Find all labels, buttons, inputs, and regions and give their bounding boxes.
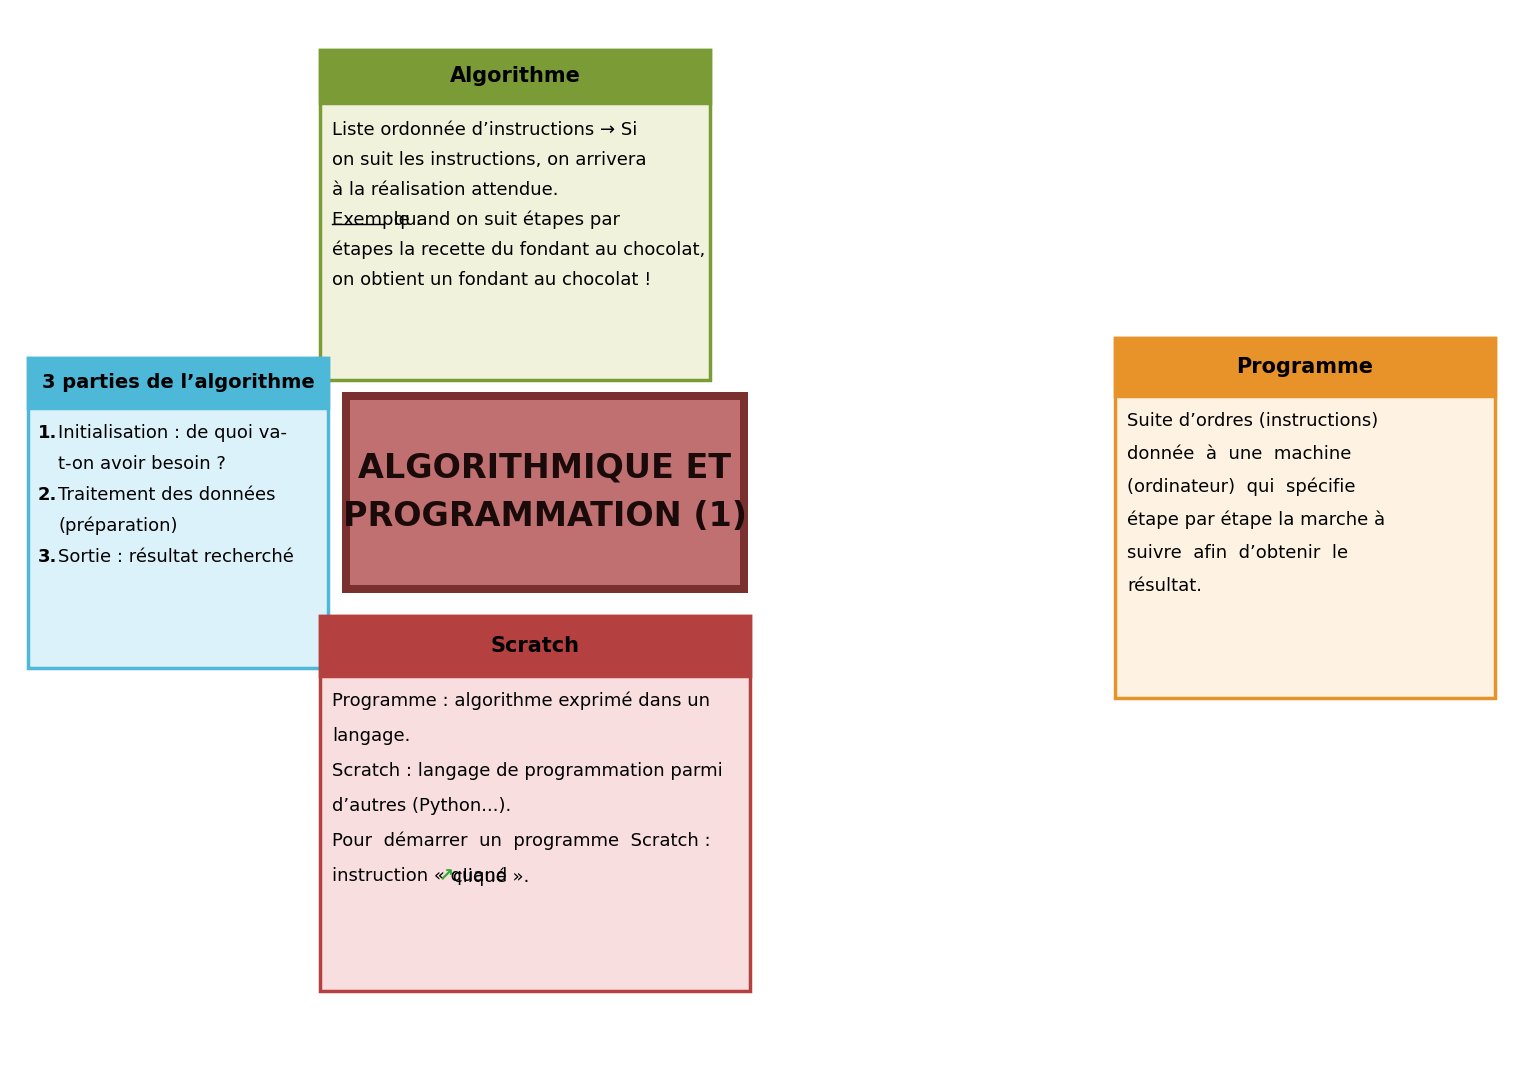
Text: suivre  afin  d’obtenir  le: suivre afin d’obtenir le (1127, 543, 1348, 562)
Bar (342, 392, 748, 593)
Text: d’autres (Python...).: d’autres (Python...). (331, 797, 512, 815)
Bar (321, 50, 710, 380)
Bar (1115, 338, 1495, 698)
Text: résultat.: résultat. (1127, 577, 1202, 595)
Text: Traitement des données: Traitement des données (58, 486, 275, 503)
Text: Liste ordonnée d’instructions → Si: Liste ordonnée d’instructions → Si (331, 121, 637, 139)
Text: quand on suit étapes par: quand on suit étapes par (388, 211, 620, 229)
Bar (321, 616, 750, 991)
Text: cliqué ».: cliqué ». (447, 867, 528, 886)
Text: 1.: 1. (38, 423, 58, 442)
Text: Exemple :: Exemple : (331, 211, 421, 229)
Bar (1115, 338, 1495, 395)
Text: 3.: 3. (38, 548, 58, 566)
Text: Programme: Programme (1237, 356, 1373, 377)
Text: à la réalisation attendue.: à la réalisation attendue. (331, 180, 559, 199)
Text: Suite d’ordres (instructions): Suite d’ordres (instructions) (1127, 411, 1379, 430)
Text: instruction « quand: instruction « quand (331, 867, 513, 885)
Text: 3 parties de l’algorithme: 3 parties de l’algorithme (41, 374, 315, 392)
Bar (321, 616, 750, 676)
Text: donnée  à  une  machine: donnée à une machine (1127, 445, 1351, 462)
Bar (27, 357, 328, 669)
Text: étape par étape la marche à: étape par étape la marche à (1127, 511, 1385, 529)
Bar (27, 357, 328, 407)
Bar (321, 50, 710, 103)
Text: étapes la recette du fondant au chocolat,: étapes la recette du fondant au chocolat… (331, 241, 705, 259)
Text: Initialisation : de quoi va-: Initialisation : de quoi va- (58, 423, 287, 442)
Text: ALGORITHMIQUE ET
PROGRAMMATION (1): ALGORITHMIQUE ET PROGRAMMATION (1) (344, 451, 747, 534)
Bar (350, 400, 741, 585)
Text: ↗: ↗ (438, 867, 454, 885)
Text: on obtient un fondant au chocolat !: on obtient un fondant au chocolat ! (331, 271, 652, 288)
Text: t-on avoir besoin ?: t-on avoir besoin ? (58, 455, 226, 473)
Text: on suit les instructions, on arrivera: on suit les instructions, on arrivera (331, 151, 646, 168)
Text: 2.: 2. (38, 486, 58, 503)
Text: Sortie : résultat recherché: Sortie : résultat recherché (58, 548, 293, 566)
Text: Pour  démarrer  un  programme  Scratch :: Pour démarrer un programme Scratch : (331, 832, 710, 851)
Text: Scratch: Scratch (490, 636, 580, 656)
Text: Scratch : langage de programmation parmi: Scratch : langage de programmation parmi (331, 762, 722, 780)
Text: (ordinateur)  qui  spécifie: (ordinateur) qui spécifie (1127, 477, 1356, 496)
Text: Programme : algorithme exprimé dans un: Programme : algorithme exprimé dans un (331, 692, 710, 711)
Text: langage.: langage. (331, 727, 411, 745)
Text: Algorithme: Algorithme (449, 66, 580, 86)
Text: (préparation): (préparation) (58, 516, 177, 535)
